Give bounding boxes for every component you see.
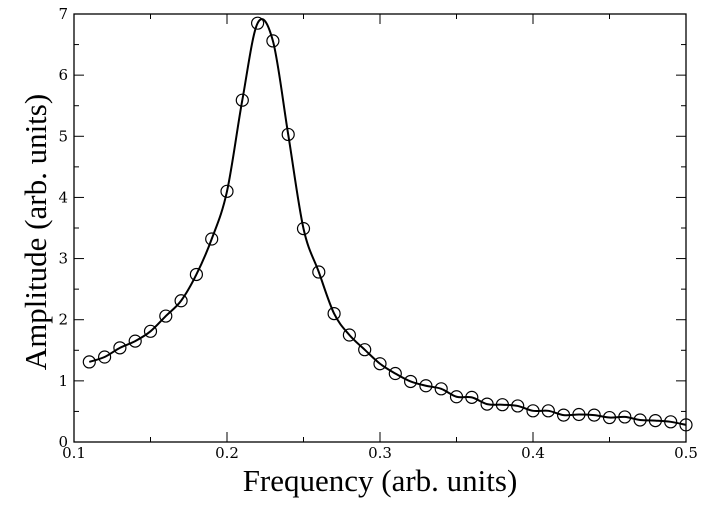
data-point — [82, 355, 96, 369]
x-tick-label: 0.1 — [62, 444, 86, 462]
x-tick-label: 0.2 — [215, 444, 239, 462]
data-point — [312, 265, 326, 279]
data-point — [526, 404, 540, 418]
ticks — [73, 13, 687, 443]
data-point — [235, 93, 249, 107]
x-tick-label: 0.5 — [674, 444, 698, 462]
data-point — [618, 410, 632, 424]
data-point — [327, 307, 341, 321]
x-tick-label: 0.4 — [521, 444, 545, 462]
data-point — [358, 343, 372, 357]
data-point — [251, 16, 265, 30]
data-point — [220, 184, 234, 198]
x-axis-title: Frequency (arb. units) — [243, 463, 518, 498]
x-tick-label: 0.3 — [368, 444, 392, 462]
y-tick-label: 5 — [58, 127, 68, 145]
data-point — [664, 415, 678, 429]
y-tick-label: 4 — [58, 188, 68, 206]
y-tick-label: 6 — [58, 66, 68, 84]
data-point — [679, 418, 693, 432]
y-tick-label: 3 — [58, 250, 68, 268]
data-point — [541, 404, 555, 418]
data-point — [342, 328, 356, 342]
data-point — [143, 324, 158, 338]
data-markers — [82, 16, 693, 432]
data-point — [205, 232, 219, 246]
plot-frame — [73, 13, 687, 443]
y-tick-label: 1 — [58, 372, 68, 390]
data-point — [449, 390, 464, 404]
data-point — [648, 414, 663, 428]
data-point — [572, 407, 586, 422]
data-point — [113, 341, 127, 355]
data-point — [296, 222, 311, 236]
data-point — [373, 357, 387, 371]
y-tick-label: 2 — [58, 311, 68, 329]
data-point — [480, 397, 494, 411]
data-point — [587, 408, 601, 422]
data-point — [602, 410, 617, 425]
data-point — [128, 334, 142, 348]
tick-labels: 0.1 0.2 0.3 0.4 0.5 0 1 2 3 4 5 6 7 — [58, 5, 697, 462]
data-point — [465, 390, 479, 404]
data-point — [495, 398, 509, 412]
data-point — [434, 382, 448, 396]
data-point — [556, 408, 571, 422]
data-point — [633, 413, 647, 427]
data-point — [174, 294, 188, 308]
data-point — [419, 379, 433, 393]
y-tick-label: 0 — [58, 433, 68, 451]
data-point — [388, 366, 402, 381]
data-point — [97, 350, 112, 364]
series-line — [88, 18, 687, 426]
data-point — [511, 399, 525, 413]
data-point — [266, 34, 280, 48]
data-point — [281, 127, 295, 142]
data-point — [189, 267, 203, 282]
data-point — [159, 309, 173, 323]
y-tick-label: 7 — [58, 5, 68, 23]
y-axis-title: Amplitude (arb. units) — [18, 94, 53, 370]
data-point — [404, 374, 418, 389]
